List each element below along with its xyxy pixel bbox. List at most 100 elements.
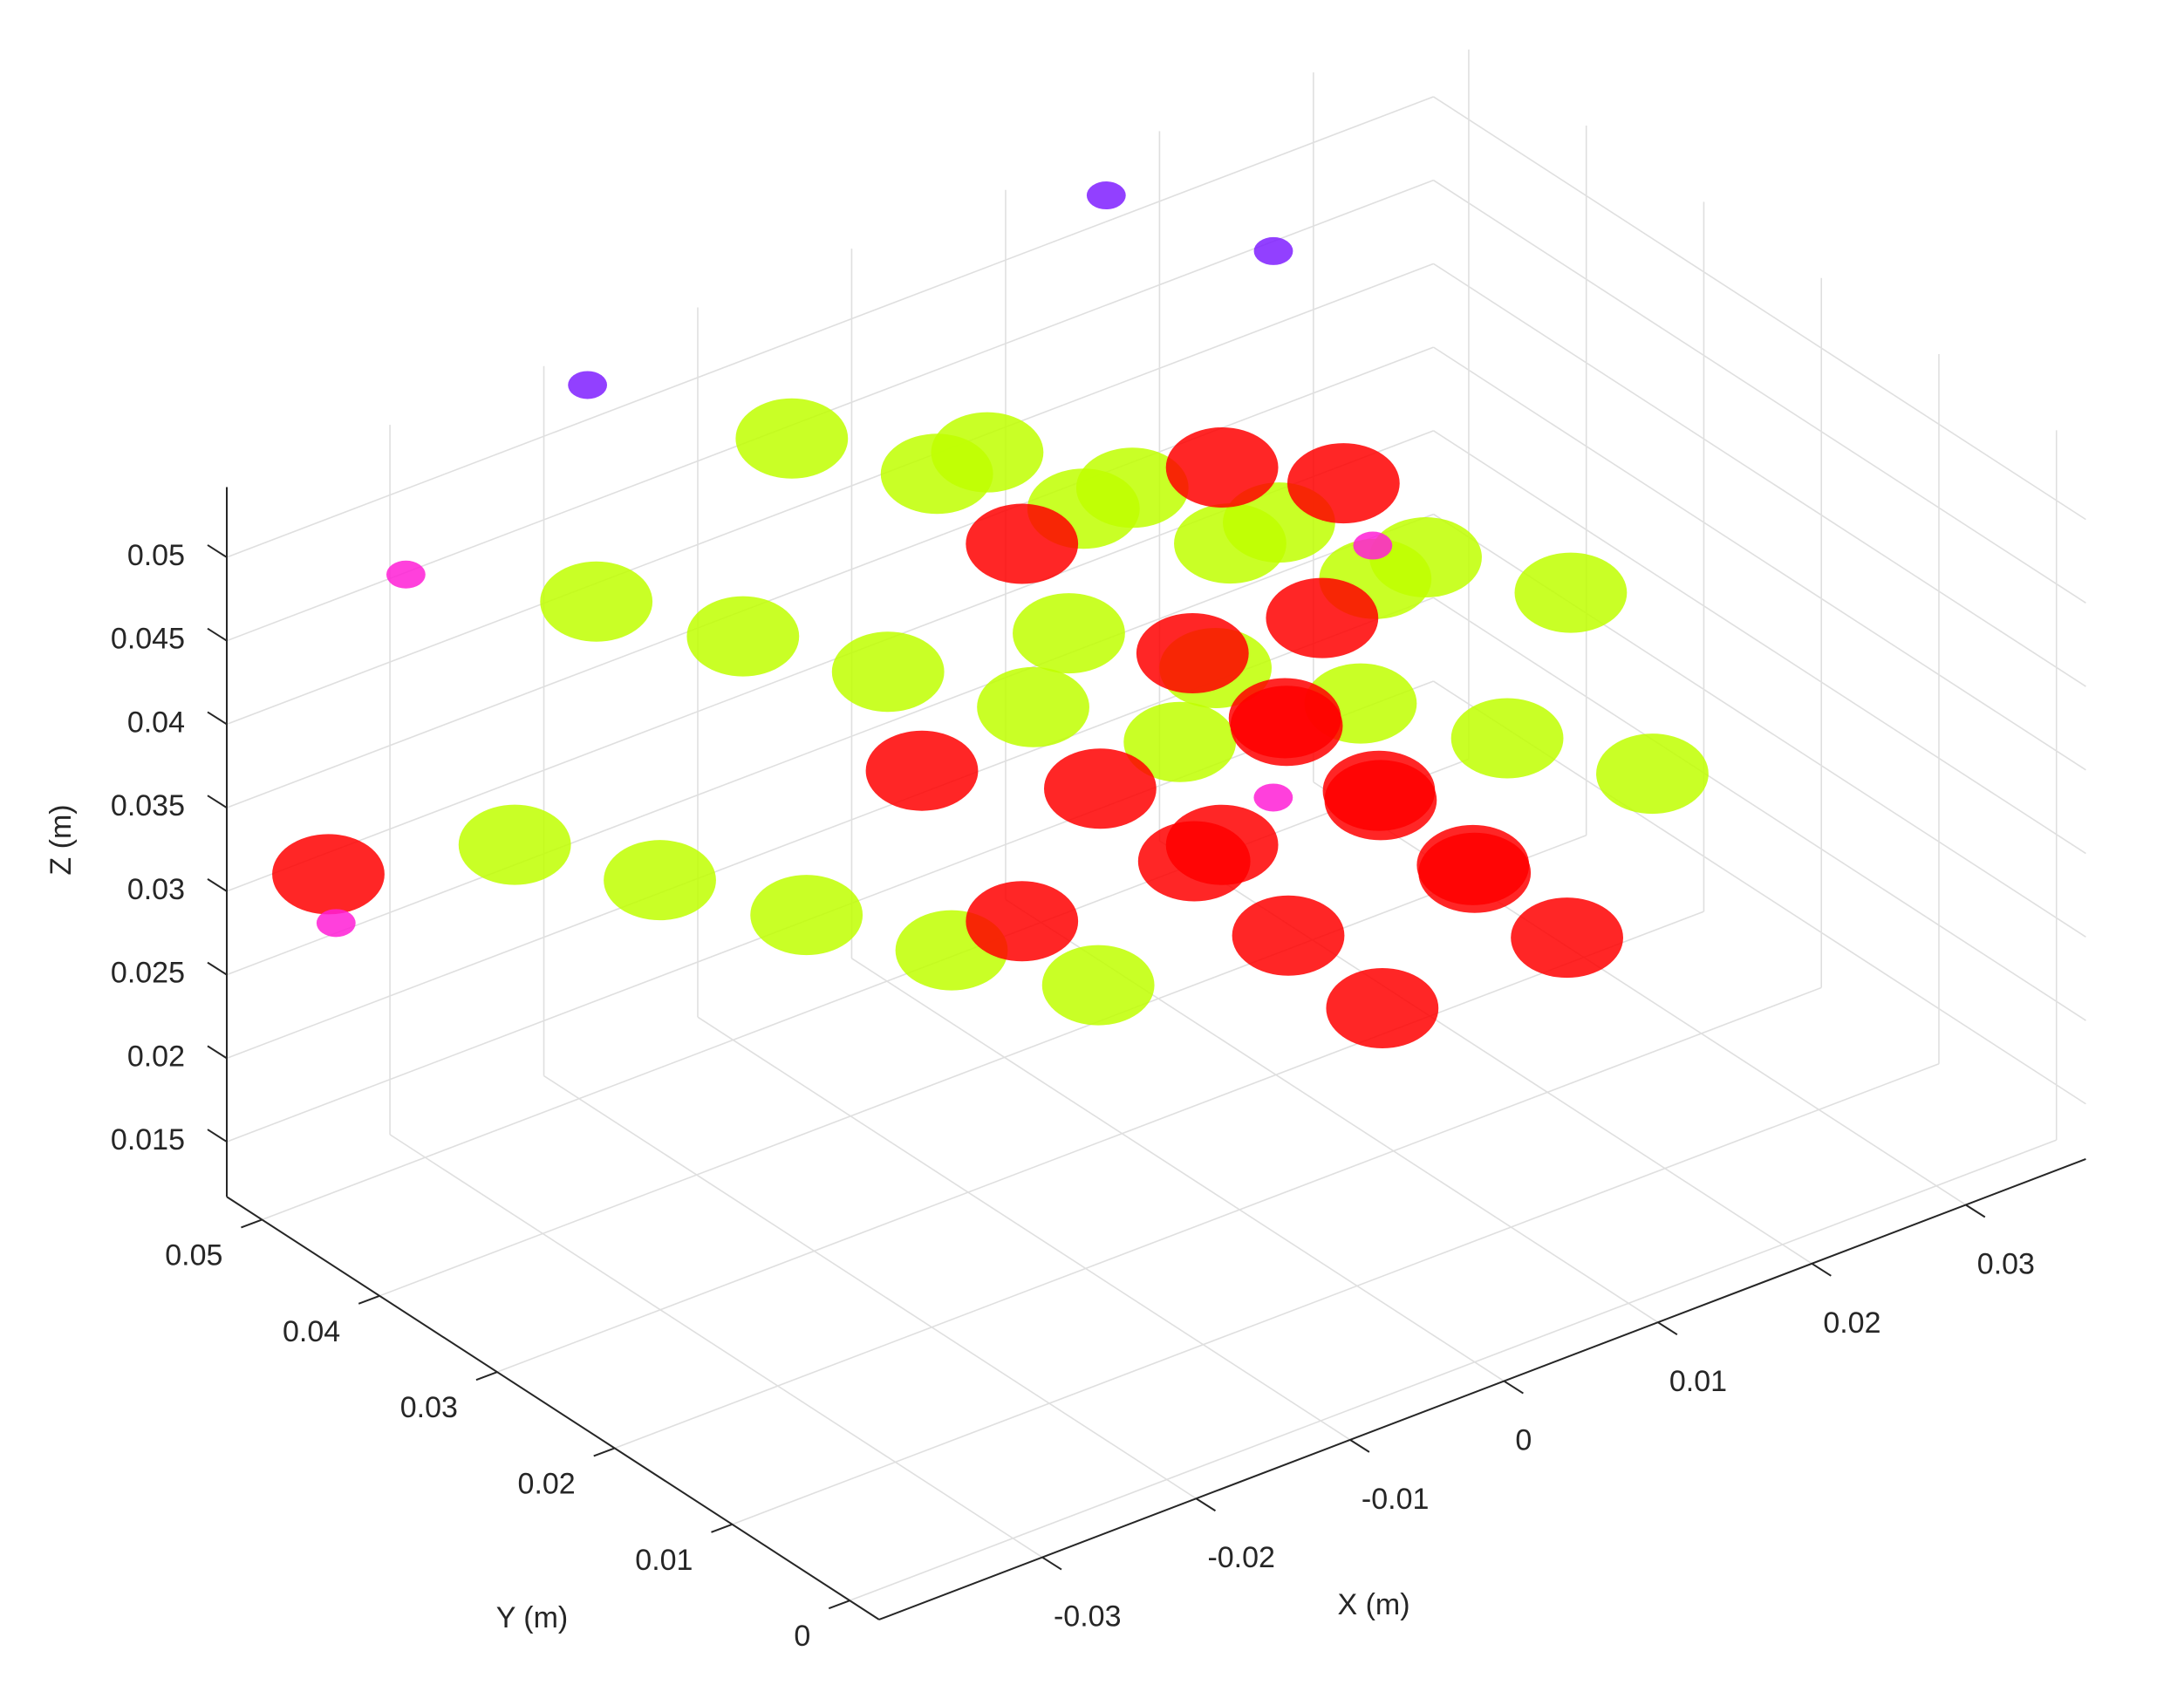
grid-line <box>543 1074 1197 1499</box>
z-tick-label: 0.05 <box>127 539 185 572</box>
y-tick-label: 0.04 <box>283 1315 340 1348</box>
point-cluster <box>1137 821 1251 902</box>
z-tick-label: 0.045 <box>111 623 185 656</box>
point-cluster <box>1136 612 1249 693</box>
point-cluster <box>1123 701 1237 782</box>
x-tick-label: -0.02 <box>1207 1541 1275 1574</box>
point-cluster <box>750 875 863 956</box>
y-axis <box>226 1196 880 1620</box>
y-axis-title: Y (m) <box>496 1601 568 1634</box>
y-tick <box>711 1523 733 1533</box>
point-cluster <box>1324 760 1437 841</box>
z-tick-label: 0.035 <box>111 789 185 822</box>
point-cluster <box>1450 698 1564 779</box>
y-tick <box>358 1294 380 1305</box>
y-tick <box>828 1600 850 1610</box>
point-cluster <box>568 371 608 399</box>
x-tick-label: 0 <box>1515 1424 1532 1457</box>
point-cluster <box>1232 895 1345 976</box>
z-tick-label: 0.03 <box>127 873 185 906</box>
grid-line <box>262 758 1470 1221</box>
y-tick-label: 0.01 <box>635 1544 693 1577</box>
grid-line <box>226 263 1434 726</box>
x-tick <box>1041 1556 1062 1571</box>
point-cluster <box>1353 531 1393 560</box>
x-tick <box>1657 1321 1678 1336</box>
grid-line <box>851 958 1505 1382</box>
grid-line <box>1433 263 2086 687</box>
grid-line <box>1433 430 2086 855</box>
z-tick <box>207 1129 228 1143</box>
point-cluster <box>1043 748 1157 829</box>
grid-line <box>849 1139 2058 1601</box>
point-cluster <box>1511 897 1623 979</box>
z-tick <box>207 711 228 726</box>
point-cluster <box>1266 577 1379 658</box>
y-tick-label: 0.05 <box>165 1238 222 1272</box>
point-cluster <box>1041 945 1155 1026</box>
z-tick <box>207 795 228 809</box>
grid-line <box>1433 96 2086 521</box>
point-cluster <box>1253 783 1293 812</box>
x-tick-label: 0.01 <box>1669 1365 1727 1398</box>
y-tick <box>241 1218 263 1229</box>
z-tick <box>207 961 228 976</box>
grid-line <box>379 835 1587 1297</box>
point-cluster <box>604 840 716 921</box>
x-tick <box>1195 1497 1217 1512</box>
y-tick <box>475 1371 498 1381</box>
grid-line <box>496 911 1704 1373</box>
x-tick-label: 0.03 <box>1977 1247 2035 1280</box>
y-tick-label: 0.02 <box>518 1467 576 1500</box>
grid-line <box>1433 179 2086 604</box>
z-axis-title: Z (m) <box>44 804 78 875</box>
y-tick-label: 0.03 <box>400 1391 458 1424</box>
grid-line <box>732 1063 1940 1525</box>
grid-line <box>614 986 1822 1450</box>
z-tick-label: 0.015 <box>111 1123 185 1156</box>
grid-line <box>1433 597 2086 1021</box>
z-tick-label: 0.025 <box>111 957 185 990</box>
point-cluster <box>865 730 979 811</box>
point-cluster <box>831 631 945 713</box>
z-tick-label: 0.04 <box>127 706 185 739</box>
z-tick-label: 0.02 <box>127 1040 185 1073</box>
point-cluster <box>1013 593 1125 674</box>
x-tick <box>1503 1380 1524 1395</box>
point-cluster <box>1174 503 1287 584</box>
z-tick <box>207 627 228 642</box>
grid-line <box>697 1016 1351 1441</box>
x-tick-label: -0.01 <box>1362 1483 1430 1516</box>
point-cluster <box>458 804 571 885</box>
point-cluster <box>540 561 653 642</box>
x-tick-label: 0.02 <box>1823 1306 1880 1340</box>
z-tick <box>207 878 228 892</box>
point-cluster <box>1418 832 1532 913</box>
point-cluster <box>1596 733 1709 815</box>
point-cluster <box>1514 552 1628 633</box>
x-tick <box>1349 1439 1370 1453</box>
point-cluster <box>386 560 426 589</box>
y-tick <box>593 1447 616 1457</box>
x-axis <box>878 1158 2086 1620</box>
x-tick <box>1811 1262 1832 1277</box>
point-cluster <box>1253 236 1293 265</box>
grid-line <box>226 513 1434 976</box>
x-tick-label: -0.03 <box>1054 1600 1122 1634</box>
x-axis-title: X (m) <box>1337 1588 1409 1621</box>
point-cluster <box>1165 426 1279 508</box>
point-cluster <box>735 398 849 479</box>
point-cluster <box>977 666 1089 747</box>
point-cluster <box>272 834 385 915</box>
point-cluster <box>316 909 356 938</box>
grid-line <box>226 346 1434 808</box>
x-tick <box>1965 1204 1986 1218</box>
grid-line <box>389 1134 1043 1559</box>
point-cluster <box>880 433 993 515</box>
grid-line <box>226 96 1434 558</box>
point-cluster <box>686 596 800 677</box>
point-cluster <box>966 503 1079 584</box>
y-tick-label: 0 <box>794 1620 810 1653</box>
grid-line <box>1433 346 2086 771</box>
